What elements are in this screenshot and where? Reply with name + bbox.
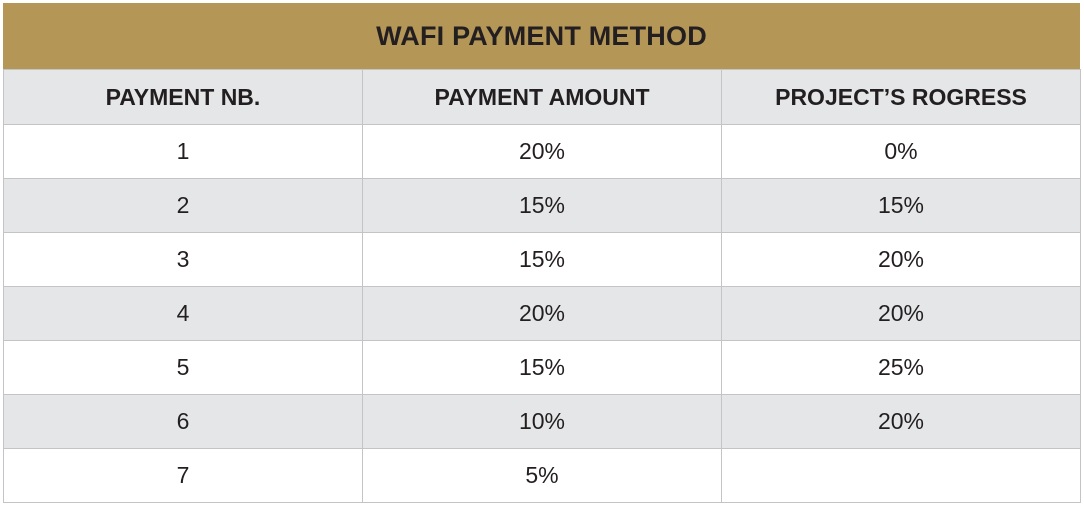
project-progress-cell: 25%: [721, 340, 1081, 395]
payment-amount-cell: 20%: [362, 286, 722, 341]
table-title: WAFI PAYMENT METHOD: [3, 3, 1080, 69]
column-header-project-progress: PROJECT’S ROGRESS: [721, 69, 1081, 125]
payment-nb-cell: 2: [3, 178, 363, 233]
header-row: PAYMENT NB. PAYMENT AMOUNT PROJECT’S ROG…: [3, 69, 1081, 125]
project-progress-cell: 15%: [721, 178, 1081, 233]
project-progress-cell: 20%: [721, 394, 1081, 449]
payment-nb-cell: 3: [3, 232, 363, 287]
column-header-payment-nb: PAYMENT NB.: [3, 69, 363, 125]
payment-amount-cell: 10%: [362, 394, 722, 449]
project-progress-cell: 20%: [721, 232, 1081, 287]
payment-nb-cell: 6: [3, 394, 363, 449]
payment-method-table-container: WAFI PAYMENT METHOD PAYMENT NB. PAYMENT …: [3, 3, 1081, 503]
project-progress-cell: 20%: [721, 286, 1081, 341]
payment-amount-cell: 15%: [362, 340, 722, 395]
payment-amount-cell: 20%: [362, 124, 722, 179]
column-header-payment-amount: PAYMENT AMOUNT: [362, 69, 722, 125]
payment-nb-cell: 1: [3, 124, 363, 179]
table-row: 3 15% 20%: [3, 232, 1081, 287]
project-progress-cell: [721, 448, 1081, 503]
payment-amount-cell: 15%: [362, 178, 722, 233]
payment-table: PAYMENT NB. PAYMENT AMOUNT PROJECT’S ROG…: [3, 69, 1081, 503]
table-row: 7 5%: [3, 448, 1081, 503]
project-progress-cell: 0%: [721, 124, 1081, 179]
table-row: 2 15% 15%: [3, 178, 1081, 233]
table-row: 1 20% 0%: [3, 124, 1081, 179]
payment-amount-cell: 15%: [362, 232, 722, 287]
payment-nb-cell: 5: [3, 340, 363, 395]
table-row: 4 20% 20%: [3, 286, 1081, 341]
table-row: 5 15% 25%: [3, 340, 1081, 395]
table-row: 6 10% 20%: [3, 394, 1081, 449]
payment-amount-cell: 5%: [362, 448, 722, 503]
payment-nb-cell: 7: [3, 448, 363, 503]
payment-nb-cell: 4: [3, 286, 363, 341]
